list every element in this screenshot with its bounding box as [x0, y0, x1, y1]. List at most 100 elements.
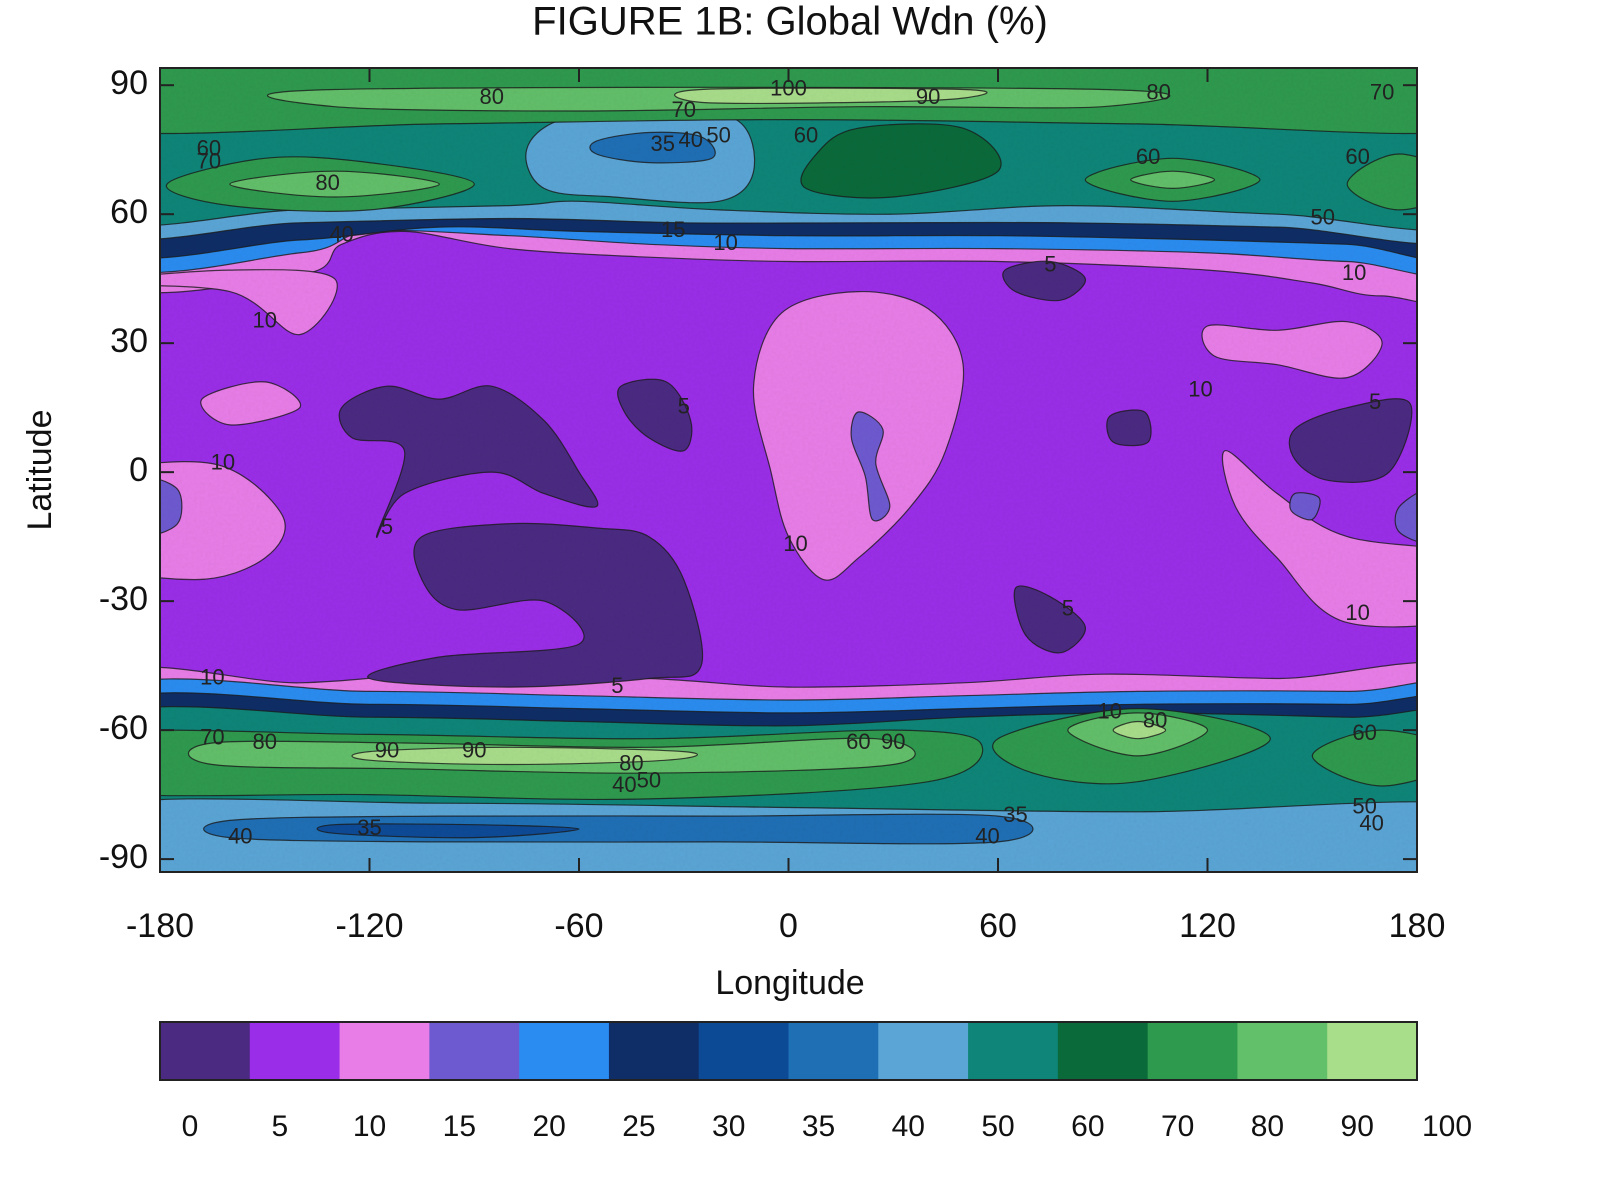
colorbar-swatch	[878, 1022, 969, 1080]
surface-texture	[160, 68, 1417, 872]
contour-label: 80	[1146, 80, 1170, 105]
colorbar-swatch	[788, 1022, 879, 1080]
y-tick-label: -90	[99, 838, 148, 876]
contour-label: 90	[462, 737, 486, 762]
contour-label: 40	[612, 772, 636, 797]
x-tick-label: 120	[1179, 907, 1236, 945]
contour-label: 5	[611, 673, 623, 698]
contour-label: 5	[1369, 389, 1381, 414]
x-tick-label: 180	[1389, 907, 1446, 945]
contour-label: 10	[1097, 699, 1121, 724]
contour-label: 80	[315, 170, 339, 195]
contour-label: 60	[1352, 720, 1376, 745]
colorbar-label: 90	[1341, 1110, 1374, 1143]
contour-label: 5	[678, 393, 690, 418]
contour-label: 5	[1062, 596, 1074, 621]
x-tick-label: 0	[779, 907, 798, 945]
colorbar-label: 60	[1071, 1110, 1104, 1143]
colorbar-label: 20	[532, 1110, 565, 1143]
contour-label: 40	[228, 823, 252, 848]
contour-label: 70	[672, 97, 696, 122]
x-tick-label: -180	[126, 907, 194, 945]
colorbar-label: 80	[1251, 1110, 1284, 1143]
colorbar-swatch	[608, 1022, 700, 1080]
colorbar-swatch	[519, 1022, 610, 1080]
y-tick-label: 30	[110, 322, 148, 360]
colorbar-label: 25	[622, 1110, 655, 1143]
contour-label: 50	[1310, 204, 1334, 229]
y-tick-label: -60	[99, 709, 148, 747]
y-axis-label: Latitude	[21, 410, 59, 531]
contour-label: 60	[1136, 144, 1160, 169]
colorbar-swatch	[968, 1022, 1059, 1080]
contour-label: 80	[479, 84, 503, 109]
contour-label: 90	[375, 737, 399, 762]
contour-label: 60	[794, 123, 818, 148]
colorbar-swatch	[1147, 1022, 1238, 1080]
contour-label: 35	[651, 131, 675, 156]
x-tick-label: -60	[554, 907, 603, 945]
colorbar-label: 15	[443, 1110, 476, 1143]
contour-label: 70	[197, 148, 221, 173]
colorbar-swatch	[698, 1022, 789, 1080]
contour-label: 80	[1143, 707, 1167, 732]
colorbar-label: 100	[1422, 1110, 1472, 1143]
contour-label: 40	[329, 221, 353, 246]
x-axis-label: Longitude	[715, 964, 864, 1002]
contour-label: 50	[1352, 793, 1376, 818]
contour-label: 35	[1003, 802, 1027, 827]
colorbar-swatch	[1327, 1022, 1418, 1080]
colorbar-swatch	[160, 1022, 251, 1080]
colorbar-swatch	[339, 1022, 430, 1080]
contour-label: 40	[678, 127, 702, 152]
x-tick-label: 60	[979, 907, 1017, 945]
contour-label: 5	[1044, 252, 1056, 277]
y-tick-label: -30	[99, 580, 148, 618]
colorbar-frame	[159, 1021, 1418, 1081]
contour-label: 15	[661, 217, 685, 242]
colorbar-swatch	[249, 1022, 341, 1080]
contour-label: 10	[713, 230, 737, 255]
colorbar-swatch	[1237, 1022, 1328, 1080]
contour-label: 10	[200, 664, 224, 689]
contour-label: 40	[1359, 811, 1383, 836]
y-tick-label: 60	[110, 193, 148, 231]
colorbar-label: 50	[981, 1110, 1014, 1143]
contour-label: 80	[619, 750, 643, 775]
y-tick-label: 0	[129, 451, 148, 489]
contour-label: 10	[1342, 260, 1366, 285]
contour-label: 10	[253, 307, 277, 332]
contour-label: 70	[1370, 80, 1394, 105]
contour-label: 10	[783, 531, 807, 556]
contour-label: 70	[200, 725, 224, 750]
contour-label: 10	[1188, 376, 1212, 401]
contour-label: 60	[197, 136, 221, 161]
contour-label: 10	[1345, 600, 1369, 625]
colorbar-swatch	[429, 1022, 520, 1080]
contour-label: 80	[253, 729, 277, 754]
contour-label: 90	[916, 84, 940, 109]
colorbar-label: 5	[271, 1110, 288, 1143]
contour-label: 5	[381, 514, 393, 539]
colorbar-label: 70	[1161, 1110, 1194, 1143]
y-tick-label: 90	[110, 64, 148, 102]
colorbar-label: 35	[802, 1110, 835, 1143]
contour-label: 50	[706, 123, 730, 148]
colorbar-label: 40	[892, 1110, 925, 1143]
colorbar-swatch	[1057, 1022, 1149, 1080]
x-tick-label: -120	[335, 907, 403, 945]
colorbar-label: 30	[712, 1110, 745, 1143]
contour-label: 60	[1345, 144, 1369, 169]
colorbar-label: 0	[182, 1110, 199, 1143]
contour-label: 60	[846, 729, 870, 754]
chart-title: FIGURE 1B: Global Wdn (%)	[532, 0, 1048, 44]
contour-label: 35	[357, 815, 381, 840]
contour-label: 10	[211, 449, 235, 474]
contour-label: 40	[975, 823, 999, 848]
contour-label: 90	[881, 729, 905, 754]
colorbar-label: 10	[353, 1110, 386, 1143]
contour-label: 50	[637, 768, 661, 793]
